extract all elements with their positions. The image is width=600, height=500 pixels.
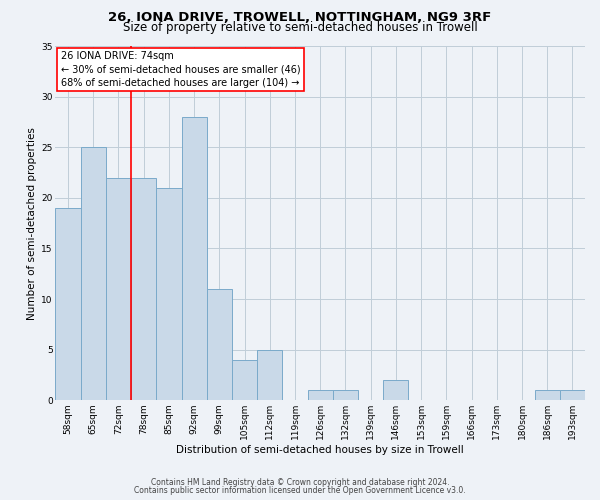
Bar [106, 178, 131, 400]
X-axis label: Distribution of semi-detached houses by size in Trowell: Distribution of semi-detached houses by … [176, 445, 464, 455]
Text: Contains HM Land Registry data © Crown copyright and database right 2024.: Contains HM Land Registry data © Crown c… [151, 478, 449, 487]
Bar [80, 147, 106, 401]
Text: 26 IONA DRIVE: 74sqm
← 30% of semi-detached houses are smaller (46)
68% of semi-: 26 IONA DRIVE: 74sqm ← 30% of semi-detac… [61, 52, 301, 88]
Bar [232, 360, 257, 401]
Text: 26, IONA DRIVE, TROWELL, NOTTINGHAM, NG9 3RF: 26, IONA DRIVE, TROWELL, NOTTINGHAM, NG9… [109, 11, 491, 24]
Bar [55, 208, 80, 400]
Text: Contains public sector information licensed under the Open Government Licence v3: Contains public sector information licen… [134, 486, 466, 495]
Bar [383, 380, 409, 400]
Text: Size of property relative to semi-detached houses in Trowell: Size of property relative to semi-detach… [122, 22, 478, 35]
Bar [333, 390, 358, 400]
Bar [207, 289, 232, 401]
Bar [182, 117, 207, 401]
Y-axis label: Number of semi-detached properties: Number of semi-detached properties [27, 126, 37, 320]
Bar [560, 390, 585, 400]
Bar [535, 390, 560, 400]
Bar [257, 350, 283, 401]
Bar [131, 178, 157, 400]
Bar [308, 390, 333, 400]
Bar [157, 188, 182, 400]
